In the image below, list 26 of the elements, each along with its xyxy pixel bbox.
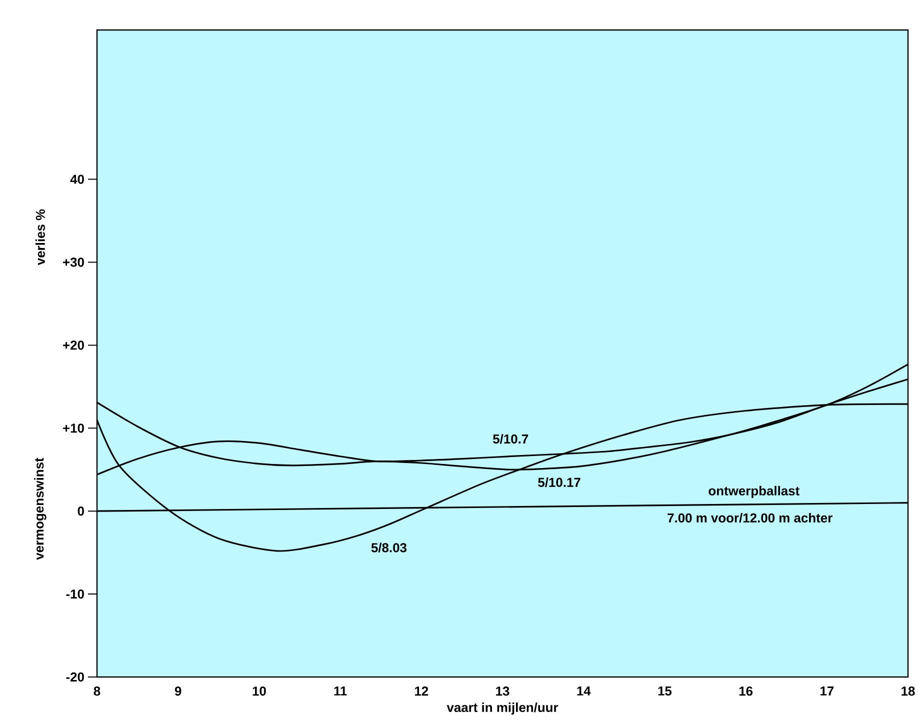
series-label: 5/8.03: [371, 542, 406, 552]
x-tick-label: 9: [174, 686, 182, 696]
x-tick-label: 8: [94, 686, 100, 696]
x-tick-label: 18: [902, 686, 915, 696]
x-tick-label: 17: [820, 686, 834, 696]
x-tick-label: 14: [577, 686, 591, 696]
y-tick-label: +10: [63, 424, 84, 433]
y-axis-title: verlies %: [35, 209, 45, 266]
y-tick-label: +30: [63, 258, 84, 267]
x-tick-label: 12: [415, 686, 428, 696]
x-tick-label: 13: [496, 686, 510, 696]
x-tick-label: 11: [334, 686, 347, 696]
series-label: ontwerpballast: [708, 486, 800, 498]
y-tick-label: 40: [70, 174, 84, 184]
annotation: 7.00 m voor/12.00 m achter: [668, 513, 832, 523]
series-label: 5/10.17: [538, 477, 580, 488]
y-tick-label: +20: [63, 340, 84, 350]
y-tick-label: -20: [66, 672, 84, 682]
x-tick-label: 10: [252, 686, 266, 696]
x-axis-title: vaart in mijlen/uur: [446, 702, 558, 715]
y-tick-label: 0: [78, 506, 84, 516]
text: vermogenswinst: [34, 458, 46, 560]
y-tick-label: -10: [66, 589, 84, 599]
x-tick-label: 16: [739, 686, 753, 696]
series-label: 5/10.7: [493, 434, 528, 444]
x-tick-label: 15: [658, 686, 672, 696]
